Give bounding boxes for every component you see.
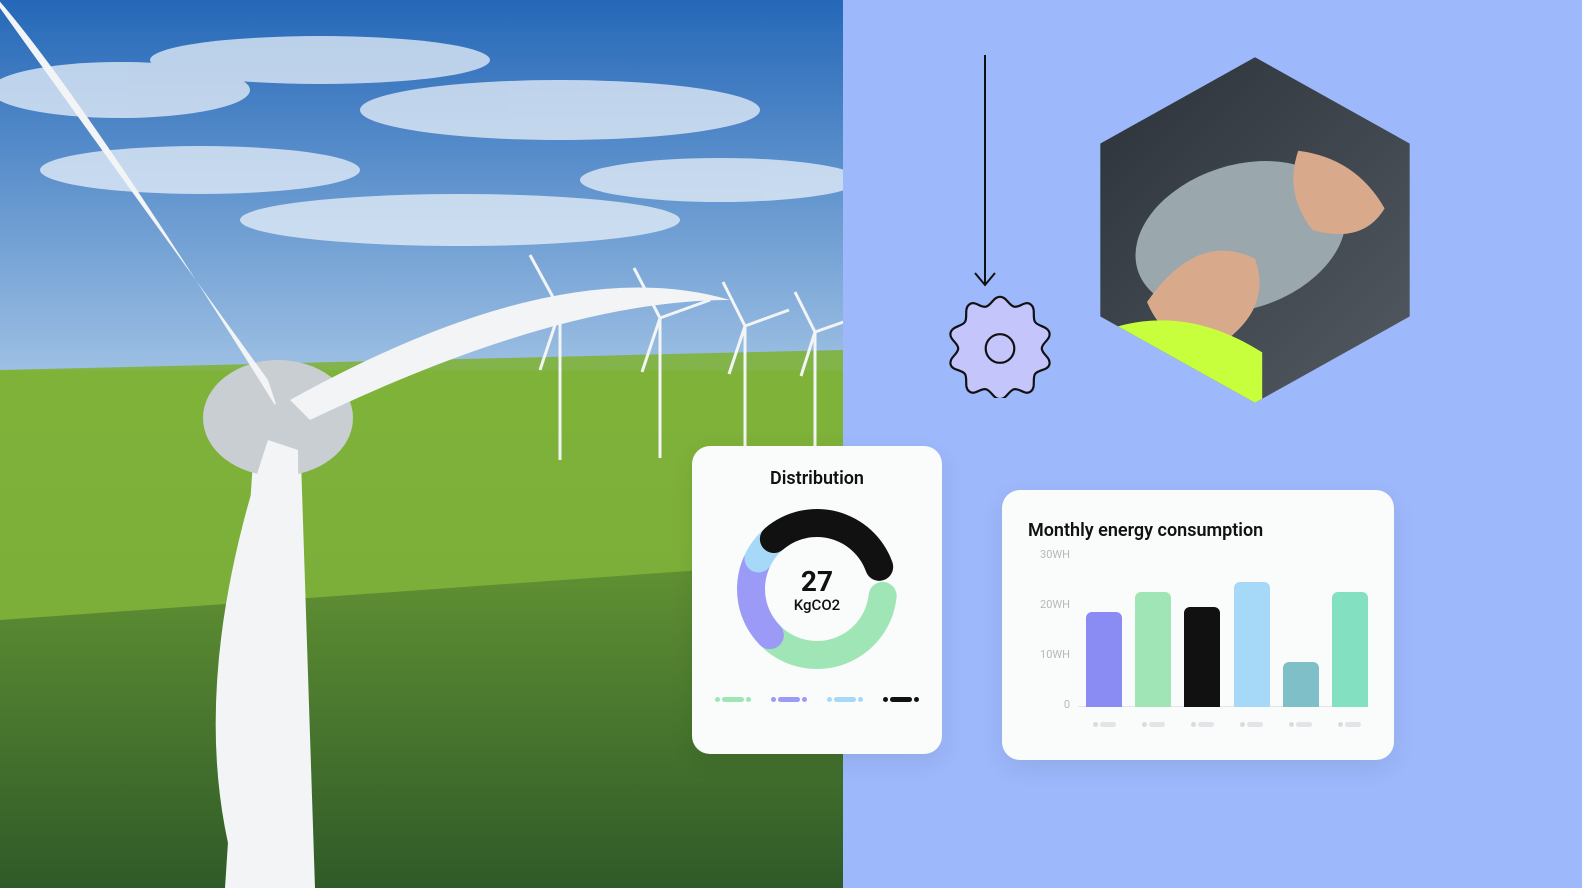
bar-2: [1184, 607, 1220, 707]
hexagon-photo: [1075, 50, 1435, 410]
x-label-4: [1283, 722, 1319, 727]
x-label-5: [1332, 722, 1368, 727]
legend-item-green: [715, 697, 751, 702]
arrow-down-icon: [973, 55, 997, 297]
infographic-canvas: Distribution 27 KgCO2 Monthly energy con…: [0, 0, 1582, 888]
distribution-donut: 27 KgCO2: [727, 499, 907, 679]
distribution-card: Distribution 27 KgCO2: [692, 446, 942, 754]
y-axis: 010WH20WH30WH: [1028, 555, 1078, 705]
y-tick: 30WH: [1028, 548, 1070, 561]
distribution-unit: KgCO2: [794, 596, 840, 614]
x-label-2: [1184, 722, 1220, 727]
bar-3: [1234, 582, 1270, 707]
bar-4: [1283, 662, 1319, 707]
bar-1: [1135, 592, 1171, 707]
distribution-legend: [714, 697, 920, 702]
x-label-3: [1234, 722, 1270, 727]
bars: [1086, 557, 1368, 707]
x-label-1: [1135, 722, 1171, 727]
distribution-title: Distribution: [714, 468, 920, 489]
y-tick: 20WH: [1028, 598, 1070, 611]
bar-5: [1332, 592, 1368, 707]
x-label-0: [1086, 722, 1122, 727]
y-tick: 10WH: [1028, 648, 1070, 661]
legend-item-blue: [827, 697, 863, 702]
gear-icon: [945, 288, 1055, 398]
energy-bar-card: Monthly energy consumption 0 10WH 20WH 30WH: [1002, 490, 1394, 760]
y-tick: 0: [1028, 698, 1070, 711]
bar-chart-title: Monthly energy consumption: [1028, 520, 1368, 541]
legend-item-black: [883, 697, 919, 702]
bar-0: [1086, 612, 1122, 707]
legend-item-purple: [771, 697, 807, 702]
bar-chart-body: 010WH20WH30WH: [1028, 555, 1368, 735]
wind-turbines-photo: [0, 0, 843, 888]
distribution-value: 27: [801, 565, 833, 598]
x-axis-labels: [1086, 722, 1368, 727]
